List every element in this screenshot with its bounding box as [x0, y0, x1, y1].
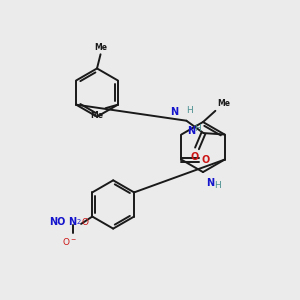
Text: Me: Me [217, 100, 230, 109]
Text: H: H [194, 124, 201, 133]
Text: O: O [190, 152, 199, 162]
Text: O$^-$: O$^-$ [62, 236, 77, 247]
Text: N: N [68, 218, 76, 227]
Text: H: H [186, 106, 193, 115]
Text: Me: Me [90, 111, 103, 120]
Text: Me: Me [94, 43, 108, 52]
Text: NO: NO [50, 218, 66, 227]
Text: H: H [214, 181, 221, 190]
Text: O: O [201, 154, 210, 165]
Text: N: N [170, 107, 178, 117]
Text: $_2$: $_2$ [76, 218, 81, 227]
Text: N: N [206, 178, 215, 188]
Text: N: N [187, 126, 195, 136]
Text: O: O [82, 218, 89, 227]
